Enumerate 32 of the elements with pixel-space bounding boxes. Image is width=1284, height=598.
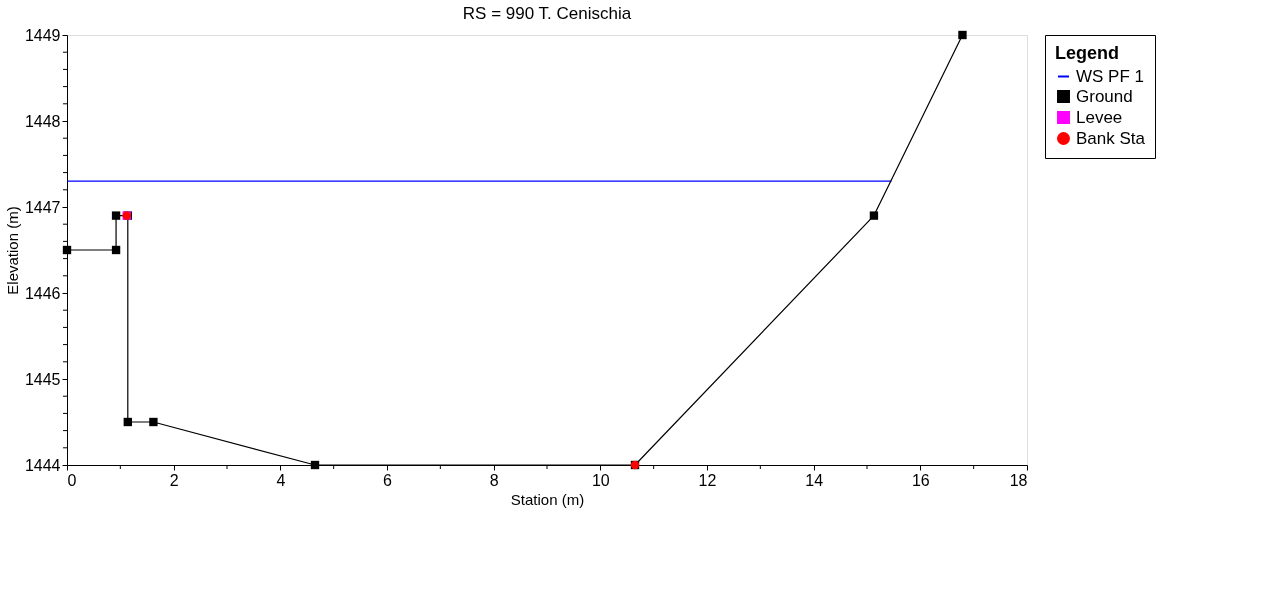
point [958, 30, 967, 40]
point [62, 245, 72, 255]
x-tick-label: 10 [591, 471, 610, 489]
legend-title: Legend [1055, 43, 1120, 63]
x-tick-label: 18 [1009, 471, 1028, 489]
y-tick-label: 1449 [24, 26, 61, 44]
x-tick-label: 12 [698, 471, 717, 489]
chart-title: RS = 990 T. Cenischia [462, 4, 632, 23]
x-tick-label: 6 [383, 471, 393, 489]
legend-label: Bank Sta [1076, 128, 1146, 148]
legend-label: Levee [1076, 107, 1123, 127]
x-tick-label: 0 [67, 471, 77, 489]
x-tick-label: 4 [276, 471, 286, 489]
x-tick-label: 2 [169, 471, 179, 489]
y-axis-title: Elevation (m) [3, 206, 21, 295]
legend-label: Ground [1076, 86, 1133, 106]
y-tick-label: 1446 [24, 284, 61, 302]
y-tick-label: 1444 [24, 456, 61, 474]
point [869, 211, 879, 220]
point [111, 245, 121, 255]
point [149, 417, 158, 427]
y-tick-label: 1445 [24, 370, 61, 388]
point [123, 417, 132, 427]
y-tick-label: 1448 [24, 112, 61, 130]
x-axis-title: Station (m) [510, 490, 585, 508]
x-tick-label: 14 [805, 471, 824, 489]
legend-label: WS PF 1 [1076, 66, 1145, 86]
y-tick-label: 1447 [24, 198, 61, 216]
x-tick-label: 16 [911, 471, 930, 489]
point [111, 211, 121, 220]
point [310, 460, 320, 470]
x-tick-label: 8 [489, 471, 499, 489]
